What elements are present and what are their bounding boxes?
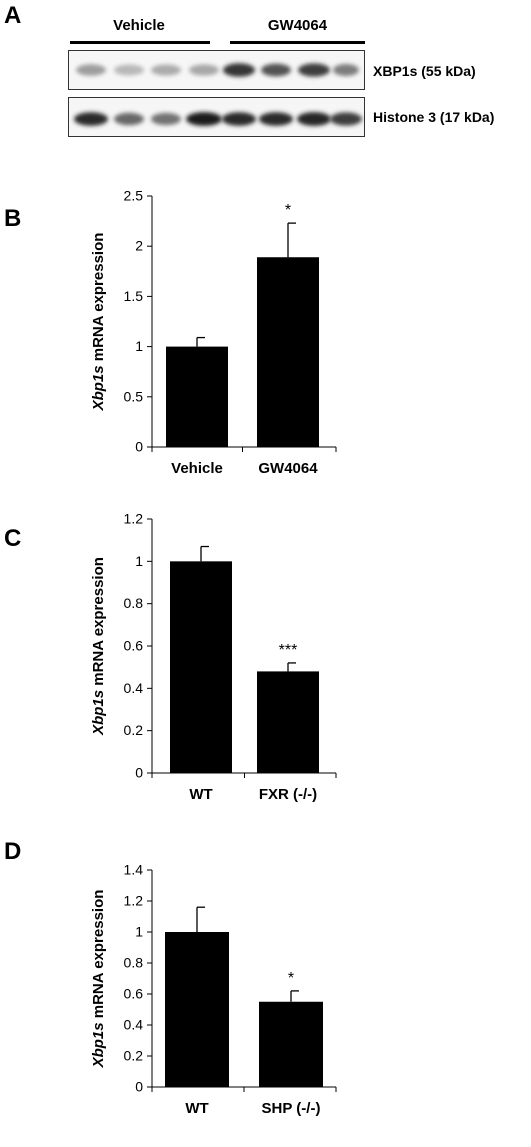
significance-marker: * xyxy=(285,202,291,219)
blot-band xyxy=(330,112,362,126)
y-tick-label: 0.2 xyxy=(124,1048,144,1064)
blot-band xyxy=(222,112,256,126)
blot-label-xbp1s: XBP1s (55 kDa) xyxy=(373,63,476,79)
y-tick-label: 1.2 xyxy=(124,893,144,909)
blot-band xyxy=(298,63,330,77)
x-tick-label: Vehicle xyxy=(171,460,223,477)
y-tick-label: 2 xyxy=(135,238,143,254)
blot-strip-histone3 xyxy=(68,97,365,137)
panel-label-c: C xyxy=(4,525,22,552)
y-tick-label: 0.8 xyxy=(124,595,144,611)
x-tick-label: GW4064 xyxy=(258,460,318,477)
y-tick-label: 0.5 xyxy=(124,388,144,404)
y-tick-label: 0.6 xyxy=(124,638,144,654)
y-tick-label: 1.2 xyxy=(124,511,144,527)
bar xyxy=(166,346,228,447)
blot-band xyxy=(151,64,181,76)
y-axis-title: Xbp1s mRNA expression xyxy=(90,890,107,1069)
y-tick-label: 1.5 xyxy=(124,288,144,304)
significance-marker: *** xyxy=(279,642,298,659)
blot-band xyxy=(259,112,293,126)
blot-strip-xbp1s xyxy=(68,50,365,90)
x-tick-label: WT xyxy=(189,786,212,803)
y-tick-label: 1 xyxy=(135,553,143,569)
y-tick-label: 0 xyxy=(135,439,143,455)
bar xyxy=(170,561,232,773)
blot-group-label-gw4064: GW4064 xyxy=(267,17,328,34)
blot-band xyxy=(151,112,181,126)
blot-band xyxy=(186,112,222,126)
bar xyxy=(165,932,229,1087)
y-tick-label: 0.2 xyxy=(124,722,144,738)
blot-band xyxy=(261,63,291,77)
significance-marker: * xyxy=(288,970,294,987)
blot-band xyxy=(223,63,255,77)
x-tick-label: WT xyxy=(185,1100,208,1117)
y-tick-label: 1 xyxy=(135,338,143,354)
y-axis-title: Xbp1s mRNA expression xyxy=(90,557,107,736)
bar xyxy=(257,671,319,773)
y-tick-label: 2.5 xyxy=(124,188,144,204)
y-tick-label: 0 xyxy=(135,765,143,781)
x-tick-label: SHP (-/-) xyxy=(262,1100,321,1117)
y-tick-label: 0.6 xyxy=(124,986,144,1002)
panel-label-a: A xyxy=(4,2,22,29)
blot-band xyxy=(189,64,219,76)
blot-band xyxy=(114,64,144,76)
blot-label-histone3: Histone 3 (17 kDa) xyxy=(373,109,495,125)
blot-band xyxy=(114,112,144,126)
y-tick-label: 0.4 xyxy=(124,1017,144,1033)
blot-group-line-vehicle xyxy=(70,41,210,44)
blot-bands-xbp1s xyxy=(76,63,359,77)
y-tick-label: 0 xyxy=(135,1079,143,1095)
bar xyxy=(257,257,319,447)
x-tick-label: FXR (-/-) xyxy=(259,786,317,803)
blot-group-label-vehicle: Vehicle xyxy=(113,17,165,34)
y-tick-label: 0.8 xyxy=(124,955,144,971)
blot-band xyxy=(74,112,108,126)
y-tick-label: 0.4 xyxy=(124,680,144,696)
blot-band xyxy=(76,64,106,76)
panel-label-d: D xyxy=(4,838,22,865)
blot-bands-histone3 xyxy=(74,112,362,126)
y-tick-label: 1 xyxy=(135,924,143,940)
blot-band xyxy=(333,64,359,76)
y-tick-label: 1.4 xyxy=(124,862,144,878)
blot-band xyxy=(297,112,331,126)
bar xyxy=(259,1001,323,1087)
y-axis-title: Xbp1s mRNA expression xyxy=(90,233,107,412)
blot-group-line-gw4064 xyxy=(230,41,365,44)
panel-label-b: B xyxy=(4,205,22,232)
